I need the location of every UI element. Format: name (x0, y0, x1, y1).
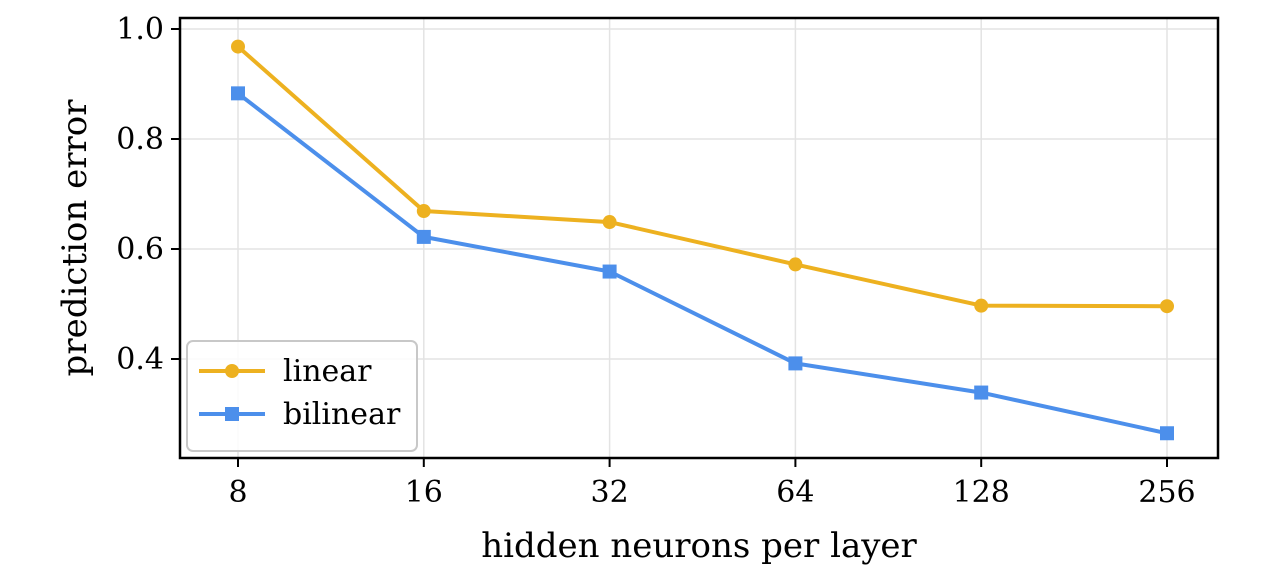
legend-marker-linear (225, 364, 239, 378)
legend-box (186, 340, 418, 452)
legend: linear bilinear (186, 340, 418, 452)
x-tick-label: 128 (953, 475, 1010, 510)
legend-label-bilinear: bilinear (283, 397, 401, 432)
data-point-linear (602, 215, 617, 230)
y-tick-label: 1.0 (116, 12, 164, 47)
x-tick-label: 32 (591, 475, 629, 510)
data-point-bilinear (974, 385, 989, 400)
x-tick-label: 16 (405, 475, 443, 510)
data-point-linear (788, 257, 803, 272)
y-tick-label: 0.6 (116, 232, 164, 267)
x-axis-label: hidden neurons per layer (481, 526, 917, 566)
data-point-bilinear (788, 356, 803, 371)
axis-ticks: 8 16 32 64 128 256 0.4 0.6 0.8 1.0 (116, 12, 1195, 510)
data-point-bilinear (231, 86, 245, 101)
series-group (231, 39, 1174, 441)
data-point-bilinear (602, 264, 617, 279)
x-tick-label: 64 (776, 475, 814, 510)
legend-marker-bilinear (225, 407, 239, 421)
y-tick-label: 0.4 (116, 342, 164, 377)
legend-label-linear: linear (283, 354, 372, 389)
series-line-bilinear (236, 91, 1168, 436)
data-point-linear (1160, 299, 1174, 314)
x-tick-label: 256 (1138, 475, 1195, 510)
series-line-linear (236, 45, 1168, 309)
data-point-linear (416, 204, 431, 219)
data-point-bilinear (1160, 426, 1174, 441)
data-point-linear (974, 298, 989, 313)
data-point-bilinear (416, 229, 431, 244)
x-tick-label: 8 (228, 475, 247, 510)
data-point-linear (231, 39, 245, 54)
y-axis-label: prediction error (55, 99, 95, 377)
y-tick-label: 0.8 (116, 122, 164, 157)
plot-area-frame (178, 16, 1220, 460)
